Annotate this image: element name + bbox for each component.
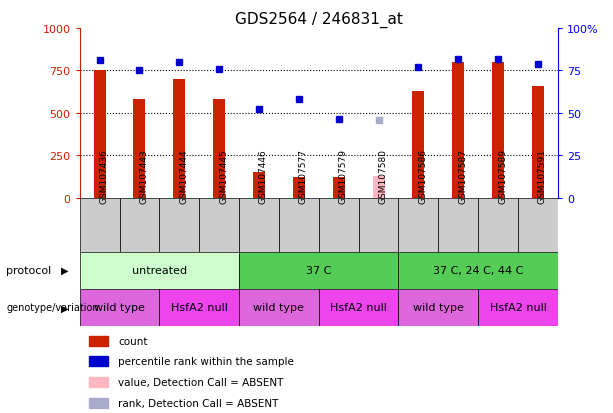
Bar: [478, 198, 518, 252]
Bar: [199, 198, 239, 252]
Bar: [492, 63, 504, 198]
Text: GSM107446: GSM107446: [259, 149, 268, 204]
Bar: [279, 198, 319, 252]
Bar: [173, 80, 185, 198]
Bar: [398, 289, 478, 326]
Text: HsfA2 null: HsfA2 null: [171, 303, 227, 313]
Text: GSM107579: GSM107579: [338, 149, 348, 204]
Bar: [239, 252, 398, 289]
Bar: [398, 252, 558, 289]
Text: GSM107444: GSM107444: [180, 149, 188, 204]
Text: untreated: untreated: [132, 266, 187, 275]
Bar: [213, 100, 225, 198]
Bar: [438, 198, 478, 252]
Bar: [333, 178, 345, 198]
Bar: [239, 289, 319, 326]
Text: ▶: ▶: [61, 303, 69, 313]
Text: wild type: wild type: [413, 303, 463, 313]
Text: HsfA2 null: HsfA2 null: [330, 303, 387, 313]
Bar: [89, 377, 109, 387]
Bar: [159, 289, 239, 326]
Text: GSM107436: GSM107436: [99, 149, 109, 204]
Bar: [120, 198, 159, 252]
Text: wild type: wild type: [254, 303, 304, 313]
Bar: [319, 198, 359, 252]
Text: GSM107591: GSM107591: [538, 149, 547, 204]
Text: percentile rank within the sample: percentile rank within the sample: [118, 356, 294, 366]
Bar: [159, 198, 199, 252]
Bar: [239, 198, 279, 252]
Text: GSM107587: GSM107587: [459, 149, 467, 204]
Text: GSM107586: GSM107586: [418, 149, 427, 204]
Bar: [89, 336, 109, 346]
Bar: [293, 178, 305, 198]
Bar: [359, 198, 398, 252]
Text: wild type: wild type: [94, 303, 145, 313]
Bar: [478, 289, 558, 326]
Text: GSM107445: GSM107445: [219, 149, 228, 204]
Bar: [532, 86, 544, 198]
Bar: [452, 63, 464, 198]
Bar: [134, 100, 145, 198]
Text: ▶: ▶: [61, 266, 69, 275]
Bar: [518, 198, 558, 252]
Bar: [413, 92, 424, 198]
Bar: [253, 173, 265, 198]
Title: GDS2564 / 246831_at: GDS2564 / 246831_at: [235, 12, 403, 28]
Text: rank, Detection Call = ABSENT: rank, Detection Call = ABSENT: [118, 398, 278, 408]
Bar: [398, 198, 438, 252]
Bar: [89, 398, 109, 408]
Bar: [94, 71, 105, 198]
Text: value, Detection Call = ABSENT: value, Detection Call = ABSENT: [118, 377, 283, 387]
Text: genotype/variation: genotype/variation: [6, 303, 99, 313]
Text: 37 C, 24 C, 44 C: 37 C, 24 C, 44 C: [433, 266, 524, 275]
Text: HsfA2 null: HsfA2 null: [490, 303, 546, 313]
Bar: [89, 356, 109, 366]
Bar: [373, 176, 384, 198]
Bar: [80, 289, 159, 326]
Bar: [319, 289, 398, 326]
Text: 37 C: 37 C: [306, 266, 332, 275]
Text: GSM107580: GSM107580: [378, 149, 387, 204]
Text: GSM107589: GSM107589: [498, 149, 507, 204]
Text: GSM107443: GSM107443: [139, 149, 148, 204]
Text: count: count: [118, 336, 148, 346]
Text: protocol: protocol: [6, 266, 51, 275]
Bar: [80, 252, 239, 289]
Bar: [80, 198, 120, 252]
Text: GSM107577: GSM107577: [299, 149, 308, 204]
